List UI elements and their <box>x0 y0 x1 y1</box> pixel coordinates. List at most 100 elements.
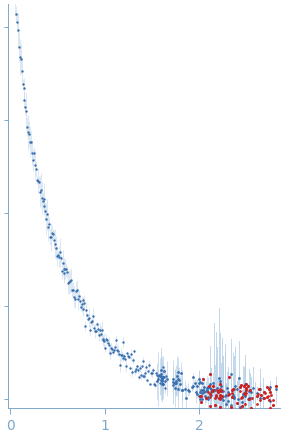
Point <box>80 296 85 303</box>
Point <box>227 390 231 397</box>
Point <box>218 382 223 389</box>
Point <box>105 337 110 344</box>
Point <box>263 389 268 396</box>
Point <box>179 369 183 376</box>
Point <box>235 400 239 407</box>
Point <box>193 380 197 387</box>
Point <box>206 389 210 396</box>
Point <box>253 408 257 415</box>
Point <box>200 390 205 397</box>
Point <box>229 389 234 396</box>
Point <box>159 375 164 382</box>
Point <box>197 395 202 402</box>
Point <box>206 396 210 403</box>
Point <box>211 383 215 390</box>
Point <box>142 372 147 379</box>
Point <box>238 406 243 413</box>
Point <box>258 397 263 404</box>
Point <box>61 266 66 273</box>
Point <box>266 393 270 400</box>
Point <box>206 382 211 389</box>
Point <box>187 388 192 395</box>
Point <box>264 383 269 390</box>
Point <box>214 392 218 399</box>
Point <box>160 375 164 382</box>
Point <box>173 380 177 387</box>
Point <box>38 186 43 193</box>
Point <box>82 299 87 306</box>
Point <box>226 398 231 405</box>
Point <box>33 162 37 169</box>
Point <box>26 129 31 136</box>
Point <box>173 379 177 386</box>
Point <box>205 383 210 390</box>
Point <box>267 384 272 391</box>
Point <box>35 177 39 184</box>
Point <box>159 373 164 380</box>
Point <box>28 138 32 145</box>
Point <box>14 19 19 26</box>
Point <box>62 269 67 276</box>
Point <box>133 368 137 375</box>
Point <box>161 364 166 371</box>
Point <box>139 363 144 370</box>
Point <box>133 366 138 373</box>
Point <box>34 165 38 172</box>
Point <box>269 391 273 398</box>
Point <box>208 390 212 397</box>
Point <box>243 391 248 398</box>
Point <box>267 385 272 392</box>
Point <box>204 386 209 393</box>
Point <box>129 351 133 358</box>
Point <box>271 397 275 404</box>
Point <box>41 202 46 209</box>
Point <box>37 189 42 196</box>
Point <box>19 67 24 74</box>
Point <box>208 392 213 399</box>
Point <box>43 207 48 214</box>
Point <box>110 345 114 352</box>
Point <box>232 385 236 392</box>
Point <box>209 388 214 395</box>
Point <box>148 381 153 388</box>
Point <box>107 342 111 349</box>
Point <box>137 364 142 371</box>
Point <box>143 370 148 377</box>
Point <box>88 327 92 334</box>
Point <box>240 393 245 400</box>
Point <box>214 392 219 399</box>
Point <box>208 370 212 377</box>
Point <box>217 394 222 401</box>
Point <box>217 375 222 382</box>
Point <box>123 355 128 362</box>
Point <box>25 123 30 130</box>
Point <box>196 393 201 400</box>
Point <box>249 405 253 412</box>
Point <box>126 353 131 360</box>
Point <box>136 374 141 381</box>
Point <box>84 306 89 313</box>
Point <box>16 27 20 34</box>
Point <box>255 390 260 397</box>
Point <box>171 382 175 388</box>
Point <box>174 378 178 385</box>
Point <box>114 347 119 354</box>
Point <box>42 195 47 202</box>
Point <box>244 386 248 393</box>
Point <box>258 386 262 393</box>
Point <box>238 403 243 410</box>
Point <box>194 390 199 397</box>
Point <box>163 385 168 392</box>
Point <box>243 385 248 392</box>
Point <box>176 375 180 382</box>
Point <box>47 220 51 227</box>
Point <box>208 393 213 400</box>
Point <box>55 252 59 259</box>
Point <box>226 388 231 395</box>
Point <box>254 393 259 400</box>
Point <box>244 381 248 388</box>
Point <box>94 327 98 334</box>
Point <box>218 381 222 388</box>
Point <box>106 340 110 347</box>
Point <box>267 397 271 404</box>
